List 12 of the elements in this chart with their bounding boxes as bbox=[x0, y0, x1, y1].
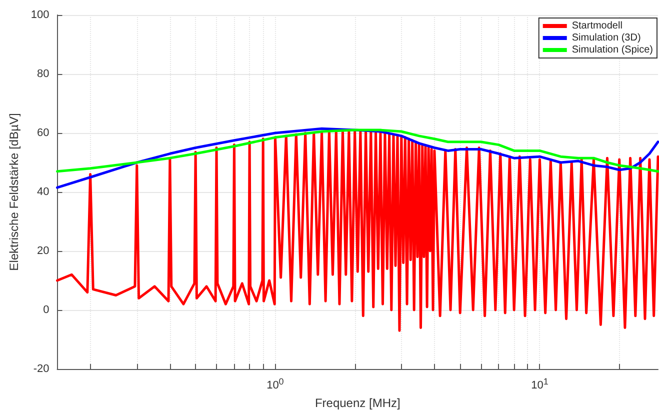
y-tick-label: 100 bbox=[30, 9, 50, 21]
x-axis-title: Frequenz [MHz] bbox=[314, 396, 400, 410]
y-tick-label: 20 bbox=[37, 245, 50, 257]
y-axis-title: Elektrische Feldstärke [dBµV] bbox=[7, 113, 21, 271]
legend-label: Startmodell bbox=[572, 20, 622, 32]
y-tick-label: -20 bbox=[33, 363, 50, 375]
y-tick-label: 80 bbox=[37, 68, 50, 80]
y-tick-label: 40 bbox=[37, 186, 50, 198]
legend-label: Simulation (3D) bbox=[572, 32, 641, 44]
y-tick-label: 0 bbox=[43, 304, 50, 316]
y-tick-label: 60 bbox=[37, 127, 50, 139]
legend-label: Simulation (Spice) bbox=[572, 44, 654, 56]
